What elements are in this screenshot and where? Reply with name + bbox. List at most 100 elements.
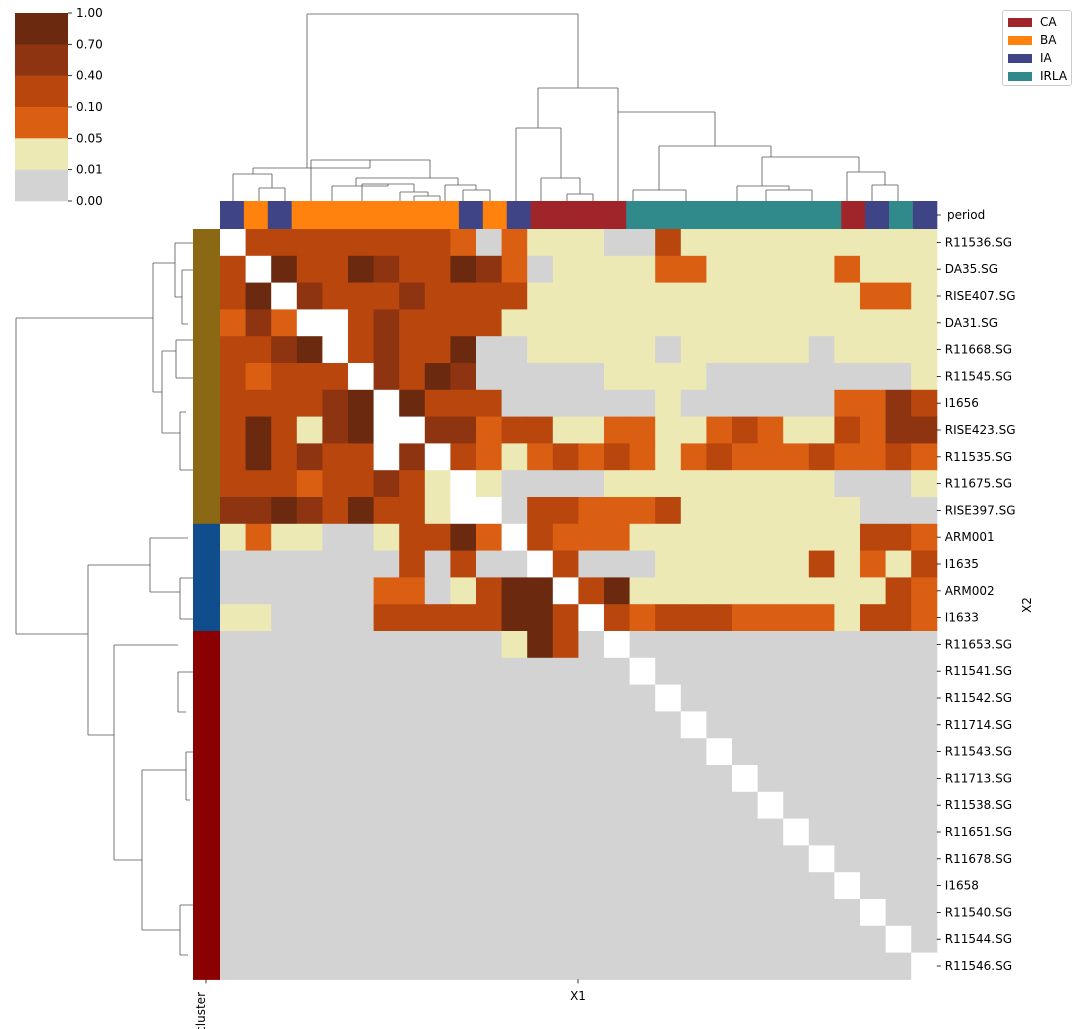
heatmap-cell <box>578 925 605 954</box>
heatmap-cell <box>783 255 810 284</box>
heatmap-cell <box>501 845 528 873</box>
heatmap-cell <box>732 282 759 310</box>
heatmap-cell <box>220 925 247 954</box>
heatmap-cell <box>885 523 912 552</box>
heatmap-cell <box>373 631 400 659</box>
heatmap-cell <box>757 765 784 793</box>
dendrogram-branch <box>306 13 579 168</box>
heatmap-cell <box>501 872 528 900</box>
row-label: R11713.SG <box>945 771 1012 785</box>
period-cell <box>315 201 340 229</box>
heatmap-cell <box>834 818 861 846</box>
heatmap-cell <box>245 336 272 364</box>
heatmap-cell <box>578 309 605 337</box>
heatmap-cell <box>476 229 503 257</box>
dendrogram-branch <box>15 317 153 635</box>
heatmap-cell <box>424 899 451 927</box>
heatmap-cell <box>860 497 887 525</box>
heatmap-cell <box>834 631 861 659</box>
heatmap-cell <box>808 309 835 337</box>
heatmap-cell <box>604 363 631 391</box>
row-label: R11675.SG <box>945 477 1012 491</box>
heatmap-cell <box>911 925 938 954</box>
heatmap-cell <box>527 523 554 552</box>
dendrogram-branch <box>399 191 441 201</box>
period-cell <box>865 201 890 229</box>
x-axis-label: X1 <box>570 989 586 1003</box>
heatmap-cell <box>834 363 861 391</box>
heatmap-cell <box>732 925 759 954</box>
heatmap-cell <box>399 791 426 820</box>
heatmap-cell <box>296 470 323 498</box>
heatmap-cell <box>680 738 707 766</box>
heatmap-cell <box>424 255 451 284</box>
heatmap-cell <box>245 791 272 820</box>
colorbar-segment <box>15 75 68 108</box>
heatmap-cell <box>706 577 733 605</box>
heatmap-cell <box>245 255 272 284</box>
heatmap-cell <box>373 336 400 364</box>
heatmap-cell <box>296 282 323 310</box>
heatmap-cell <box>271 416 298 444</box>
dendrogram-branch <box>179 904 193 956</box>
heatmap-cell <box>911 363 938 391</box>
heatmap-cell <box>271 872 298 900</box>
heatmap-cell <box>655 791 682 820</box>
period-cell <box>745 201 771 229</box>
heatmap-cell <box>348 738 375 766</box>
heatmap-cell <box>604 416 631 444</box>
heatmap-cell <box>245 657 272 686</box>
heatmap-cell <box>629 470 656 498</box>
heatmap-cell <box>808 577 835 605</box>
heatmap-cell <box>373 952 400 980</box>
heatmap-cell <box>527 550 554 578</box>
heatmap-cell <box>271 791 298 820</box>
heatmap-cell <box>424 845 451 873</box>
heatmap-cell <box>860 363 887 391</box>
heatmap-cell <box>783 416 810 444</box>
heatmap-cell <box>476 818 503 846</box>
heatmap-cell <box>757 604 784 632</box>
heatmap-cell <box>680 818 707 846</box>
heatmap-cell <box>552 845 579 873</box>
heatmap-cell <box>220 282 247 310</box>
heatmap-cell <box>629 255 656 284</box>
heatmap-cell <box>527 336 554 364</box>
heatmap-cell <box>450 925 477 954</box>
heatmap-cell <box>245 550 272 578</box>
legend-item-irla: IRLA <box>1008 69 1067 83</box>
heatmap-cell <box>629 845 656 873</box>
heatmap-cell <box>757 550 784 578</box>
heatmap-cell <box>578 952 605 980</box>
heatmap-cell <box>271 684 298 712</box>
heatmap-cell <box>296 925 323 954</box>
heatmap-cell <box>808 684 835 712</box>
heatmap-cell <box>501 336 528 364</box>
cluster-cell <box>193 309 220 337</box>
heatmap-cell <box>373 925 400 954</box>
heatmap-cell <box>476 443 503 471</box>
heatmap-cell <box>527 255 554 284</box>
row-labels: R11536.SG DA35.SG RISE407.SG DA31.SG R11668.… <box>577 235 1016 984</box>
heatmap-cell <box>476 952 503 980</box>
heatmap-cell <box>808 952 835 980</box>
heatmap-cell <box>757 336 784 364</box>
heatmap-cell <box>629 577 656 605</box>
dendrogram-branch <box>252 160 371 174</box>
heatmap-cell <box>373 389 400 418</box>
heatmap-cell <box>885 899 912 927</box>
cluster-cell <box>193 738 220 766</box>
row-label: DA35.SG <box>945 262 998 276</box>
heatmap-cell <box>757 282 784 310</box>
heatmap-cell <box>552 604 579 632</box>
heatmap-cell <box>245 925 272 954</box>
heatmap-cell <box>578 416 605 444</box>
heatmap-cell <box>885 443 912 471</box>
heatmap-cell <box>757 309 784 337</box>
heatmap-cell <box>245 282 272 310</box>
heatmap-cell <box>552 577 579 605</box>
heatmap-cell <box>885 255 912 284</box>
heatmap-cell <box>604 309 631 337</box>
heatmap-cell <box>680 791 707 820</box>
heatmap-cell <box>220 899 247 927</box>
